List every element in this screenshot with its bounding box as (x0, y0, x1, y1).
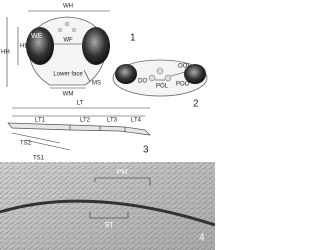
eye (26, 27, 54, 65)
label: WM (63, 92, 74, 98)
label: LT1 (35, 118, 46, 124)
label: TS1 (33, 156, 45, 162)
label: WF (63, 38, 73, 44)
label: WE (31, 33, 43, 40)
label: OOL (178, 64, 191, 70)
figure: WH HE HH WE WF Lower face MS WM 1 OOL DO… (0, 4, 215, 250)
eye (82, 27, 110, 65)
label: ST (105, 222, 115, 229)
panel-3: LT LT1 LT2 LT3 LT4 TS2 TS1 3 (7, 101, 151, 162)
panel-2: OOL DO POL POO 2 (112, 59, 208, 110)
label: HE (20, 44, 28, 50)
label: LT3 (107, 118, 118, 124)
label: Lower face (53, 72, 83, 78)
label: TS2 (20, 141, 32, 147)
panel-number: 3 (143, 145, 149, 156)
vein (0, 199, 215, 227)
label: WH (63, 4, 73, 10)
label: LT (77, 101, 84, 107)
panel-number: 1 (130, 33, 136, 44)
label: LT4 (131, 118, 142, 124)
label: POO (176, 82, 190, 88)
panel-number: 4 (199, 233, 205, 244)
label: HH (1, 50, 10, 56)
panel-number: 2 (193, 99, 199, 110)
panel-1: WH HE HH WE WF Lower face MS WM 1 (1, 4, 136, 98)
label: MS (92, 81, 101, 87)
label: PM (117, 169, 128, 176)
panel-4: PM ST 4 (0, 162, 215, 250)
label: DO (138, 79, 147, 85)
label: POL (156, 84, 169, 90)
label: LT2 (80, 118, 91, 124)
